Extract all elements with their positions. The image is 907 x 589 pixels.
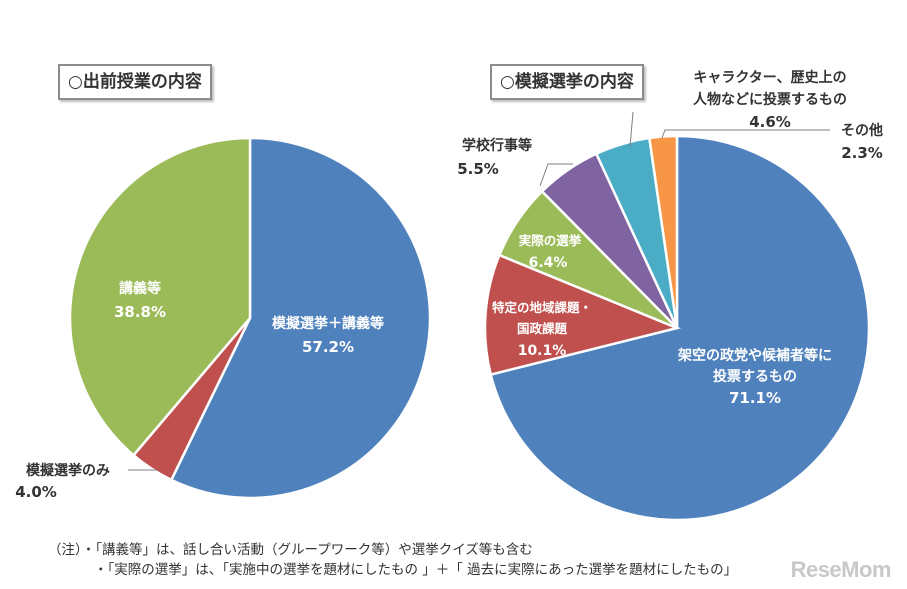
label-c2-character-pct: 4.6% bbox=[749, 113, 791, 131]
label-c1-mogi-koogi: 模擬選挙＋講義等 bbox=[272, 315, 384, 332]
chart1-title: ○出前授業の内容 bbox=[58, 64, 212, 100]
label-c1-mogi-koogi-pct: 57.2% bbox=[302, 338, 354, 356]
label-c2-kaku-pct: 71.1% bbox=[729, 389, 781, 407]
watermark-logo: ReseMom bbox=[790, 557, 892, 582]
label-c2-sonota: その他 bbox=[841, 122, 883, 139]
pie-chart-mogi bbox=[483, 134, 871, 522]
footnote-1: （注）・「講義等」は、話し合い活動（グループワーク等）や選挙クイズ等も含む bbox=[48, 542, 533, 558]
label-c2-character-2: 人物などに投票するもの bbox=[693, 91, 847, 108]
label-c1-koogi-pct: 38.8% bbox=[114, 303, 166, 321]
pie-chart-demae bbox=[68, 136, 432, 500]
pie1-slice-0 bbox=[169, 136, 432, 500]
label-c2-gakko: 学校行事等 bbox=[462, 137, 532, 154]
label-c2-gakko-pct: 5.5% bbox=[457, 160, 499, 178]
label-c1-mogi-only-pct: 4.0% bbox=[15, 483, 57, 501]
label-c2-tokutei: 特定の地域課題・ bbox=[492, 300, 592, 315]
pie2-slice-1 bbox=[483, 253, 681, 377]
label-c2-kaku-2: 投票するもの bbox=[713, 369, 797, 385]
leader-line-character bbox=[629, 111, 634, 148]
label-c1-koogi: 講義等 bbox=[119, 280, 161, 297]
pie1-slice-2 bbox=[68, 136, 252, 458]
label-c2-character: キャラクター、歴史上の bbox=[693, 70, 846, 86]
chart2-title: ○模擬選挙の内容 bbox=[490, 64, 644, 100]
leader-line-gakko bbox=[539, 163, 573, 187]
label-c2-jissai: 実際の選挙 bbox=[519, 233, 582, 248]
charts-canvas: 模擬選挙＋講義等 57.2% 講義等 38.8% 模擬選挙のみ 4.0% 架空の… bbox=[15, 70, 883, 522]
label-c2-kaku: 架空の政党や候補者等に bbox=[677, 347, 832, 364]
label-c1-mogi-only: 模擬選挙のみ bbox=[26, 462, 110, 479]
leader-line-sonota bbox=[661, 129, 830, 139]
label-c2-jissai-pct: 6.4% bbox=[529, 255, 568, 271]
pie2-slice-5 bbox=[647, 134, 679, 329]
label-c2-sonota-pct: 2.3% bbox=[841, 144, 883, 162]
label-c2-tokutei-2: 国政課題 bbox=[517, 321, 568, 336]
footnotes: （注）・「講義等」は、話し合い活動（グループワーク等）や選挙クイズ等も含む ・「… bbox=[48, 540, 737, 580]
label-c2-tokutei-pct: 10.1% bbox=[518, 343, 567, 359]
footnote-2: ・「実際の選挙」は、「実施中の選挙を題材にしたもの 」＋「 過去に実際にあった選… bbox=[94, 562, 738, 578]
